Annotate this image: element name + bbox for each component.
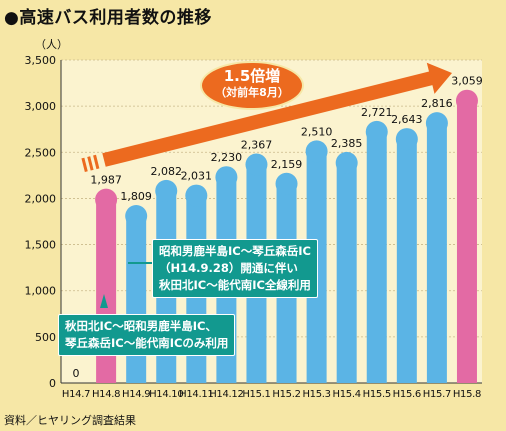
value-label: 2,230	[211, 151, 243, 164]
bar-cap	[365, 120, 388, 143]
x-tick-label: H15.5	[363, 389, 391, 400]
annotation-full-route: 昭和男鹿半島IC～琴丘森岳IC （H14.9.28）開通に伴い 秋田北IC～能代…	[152, 239, 318, 298]
growth-badge-main: 1.5倍増	[223, 67, 281, 85]
x-tick-label: H14.9	[122, 389, 150, 400]
value-label: 1,809	[120, 190, 152, 203]
annotation-line: 秋田北IC～昭和男鹿半島IC、	[65, 319, 217, 333]
x-tick-label: H15.4	[333, 389, 361, 400]
value-label: 2,082	[151, 165, 183, 178]
bar-cap	[335, 151, 358, 174]
annotation-line: 昭和男鹿半島IC～琴丘森岳IC	[159, 244, 311, 258]
x-tick-label: H14.7	[62, 389, 90, 400]
value-label: 1,987	[90, 174, 122, 187]
y-tick-label: 2,000	[25, 192, 57, 205]
bar-cap	[95, 188, 118, 211]
y-tick-label: 3,000	[25, 100, 57, 113]
y-tick-label: 0	[49, 377, 56, 390]
value-label: 2,721	[361, 106, 393, 119]
y-tick-label: 3,500	[25, 54, 57, 67]
value-label: 2,385	[331, 137, 363, 150]
y-tick-label: 2,500	[25, 146, 57, 159]
x-tick-label: H14.12	[209, 389, 243, 400]
x-tick-label: H15.2	[272, 389, 300, 400]
value-label: 2,643	[391, 113, 423, 126]
annotation-pointer	[100, 294, 108, 308]
y-tick-label: 1,000	[25, 285, 57, 298]
x-tick-label: H15.3	[302, 389, 330, 400]
bar-cap	[275, 172, 298, 195]
bar	[456, 100, 477, 383]
value-label: 2,510	[301, 125, 333, 138]
trend-arrow-tail	[87, 156, 94, 171]
bar-cap	[125, 205, 148, 228]
annotation-line: 琴丘森岳IC～能代南ICのみ利用	[65, 336, 229, 350]
source-note: 資料／ヒヤリング調査結果	[4, 414, 136, 427]
bar-cap	[455, 89, 478, 112]
bar-cap	[305, 140, 328, 163]
growth-badge: 1.5倍増 （対前年8月）	[200, 61, 304, 110]
bar-cap	[395, 128, 418, 151]
x-tick-label: H15.6	[393, 389, 421, 400]
bar	[336, 162, 357, 383]
bar-cap	[155, 179, 178, 202]
x-tick-label: H14.8	[92, 389, 120, 400]
value-label: 2,367	[241, 139, 273, 152]
chart-title: ●高速バス利用者数の推移	[4, 8, 212, 28]
annotation-partial-route: 秋田北IC～昭和男鹿半島IC、 琴丘森岳IC～能代南ICのみ利用	[58, 314, 236, 356]
value-label: 2,816	[421, 97, 453, 110]
trend-arrow	[102, 62, 453, 167]
bar-cap	[245, 153, 268, 176]
bar	[366, 131, 387, 383]
growth-badge-sub: （対前年8月）	[215, 86, 289, 99]
x-tick-label: H15.8	[453, 389, 481, 400]
annotation-line: 秋田北IC～能代南IC全線利用	[159, 278, 311, 292]
bar	[426, 123, 447, 384]
y-tick-label: 1,500	[25, 239, 57, 252]
value-label: 2,031	[181, 170, 213, 183]
x-tick-label: H14.11	[179, 389, 213, 400]
x-tick-label: H15.7	[423, 389, 451, 400]
y-axis-label: （人）	[35, 38, 68, 51]
bar-cap	[215, 166, 238, 189]
x-tick-label: H15.1	[242, 389, 270, 400]
trend-arrow-tail	[93, 154, 100, 170]
value-label: 3,059	[451, 75, 483, 88]
x-tick-label: H14.10	[149, 389, 183, 400]
y-tick-label: 500	[35, 331, 56, 344]
trend-arrow-tail	[81, 157, 88, 173]
bar-cap	[185, 184, 208, 207]
value-label: 0	[73, 367, 80, 380]
bar	[396, 139, 417, 383]
bar	[126, 216, 147, 383]
bar-cap	[425, 112, 448, 135]
annotation-line: （H14.9.28）開通に伴い	[159, 261, 298, 275]
value-label: 2,159	[271, 158, 303, 171]
